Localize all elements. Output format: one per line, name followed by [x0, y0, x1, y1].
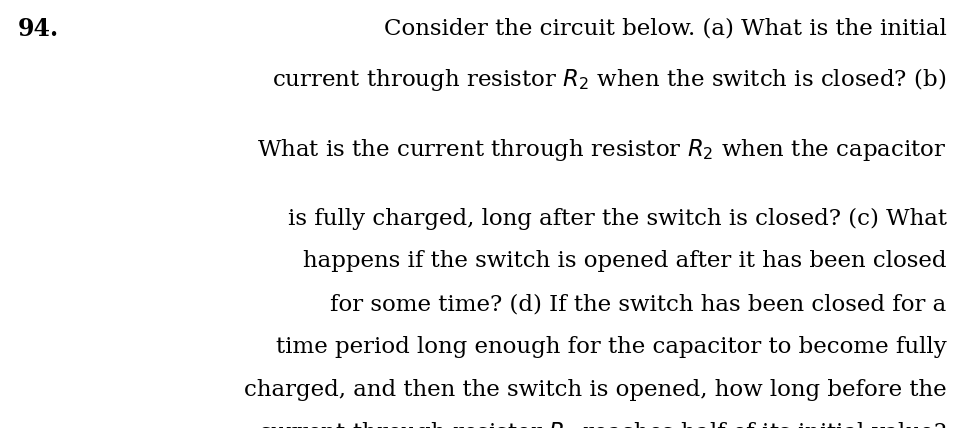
- Text: charged, and then the switch is opened, how long before the: charged, and then the switch is opened, …: [244, 379, 947, 401]
- Text: current through resistor $R_2$ when the switch is closed? (b): current through resistor $R_2$ when the …: [273, 66, 947, 93]
- Text: happens if the switch is opened after it has been closed: happens if the switch is opened after it…: [303, 250, 947, 272]
- Text: What is the current through resistor $R_2$ when the capacitor: What is the current through resistor $R_…: [257, 137, 947, 163]
- Text: is fully charged, long after the switch is closed? (c) What: is fully charged, long after the switch …: [287, 208, 947, 230]
- Text: time period long enough for the capacitor to become fully: time period long enough for the capacito…: [276, 336, 947, 358]
- Text: Consider the circuit below. (a) What is the initial: Consider the circuit below. (a) What is …: [384, 17, 947, 39]
- Text: current through resistor $R_1$ reaches half of its initial value?: current through resistor $R_1$ reaches h…: [258, 420, 947, 428]
- Text: 94.: 94.: [17, 17, 59, 41]
- Text: for some time? (d) If the switch has been closed for a: for some time? (d) If the switch has bee…: [331, 293, 947, 315]
